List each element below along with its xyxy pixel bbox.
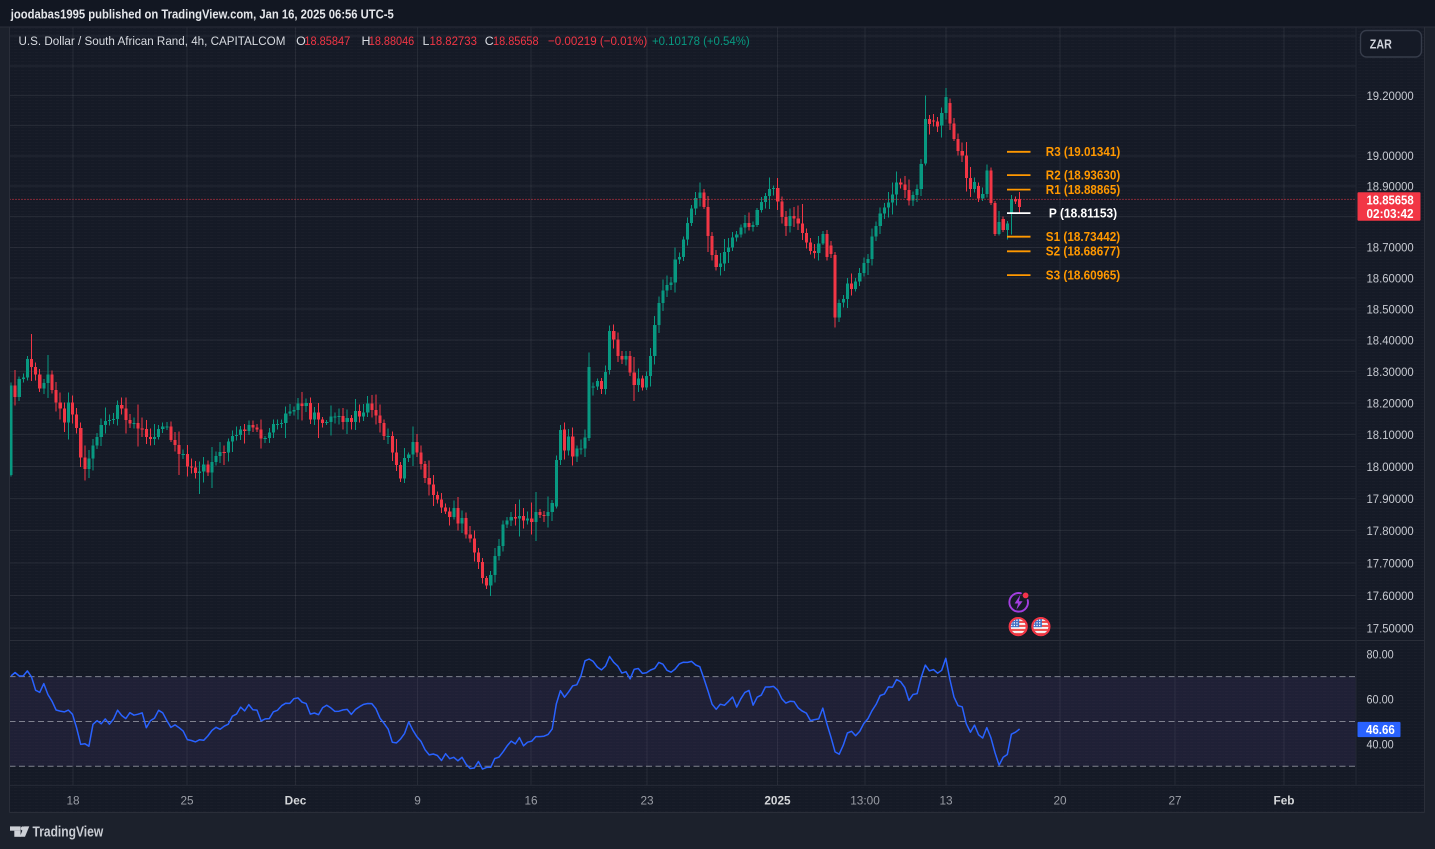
svg-text:27: 27	[1168, 794, 1181, 808]
svg-text:R2 (18.93630): R2 (18.93630)	[1046, 168, 1120, 182]
svg-text:13: 13	[939, 794, 953, 808]
svg-text:+0.10178 (+0.54%): +0.10178 (+0.54%)	[652, 34, 750, 48]
svg-text:17.80000: 17.80000	[1367, 524, 1414, 538]
svg-text:C: C	[485, 34, 494, 48]
svg-text:18.70000: 18.70000	[1367, 241, 1414, 255]
svg-text:18.20000: 18.20000	[1367, 396, 1414, 410]
svg-text:L: L	[423, 34, 430, 48]
svg-text:18.85847: 18.85847	[304, 34, 350, 48]
svg-text:18.85658: 18.85658	[493, 34, 539, 48]
svg-text:18.30000: 18.30000	[1367, 365, 1414, 379]
svg-text:18.10000: 18.10000	[1367, 428, 1414, 442]
svg-text:18.85658: 18.85658	[1367, 194, 1414, 208]
svg-text:80.00: 80.00	[1367, 648, 1394, 662]
svg-text:O: O	[296, 34, 306, 48]
svg-text:TradingView: TradingView	[33, 825, 104, 841]
svg-text:S1 (18.73442): S1 (18.73442)	[1046, 230, 1120, 244]
svg-text:18.40000: 18.40000	[1367, 334, 1414, 348]
svg-text:17.90000: 17.90000	[1367, 492, 1414, 506]
svg-text:19.00000: 19.00000	[1367, 149, 1414, 163]
svg-text:25: 25	[180, 794, 194, 808]
svg-text:Feb: Feb	[1274, 794, 1295, 808]
svg-text:46.66: 46.66	[1366, 723, 1395, 737]
svg-text:R3 (19.01341): R3 (19.01341)	[1046, 145, 1120, 159]
svg-text:20: 20	[1053, 794, 1067, 808]
svg-text:18.00000: 18.00000	[1367, 460, 1414, 474]
svg-text:18.90000: 18.90000	[1367, 180, 1414, 194]
svg-text:H: H	[362, 34, 371, 48]
svg-text:40.00: 40.00	[1367, 737, 1394, 751]
svg-text:18: 18	[66, 794, 80, 808]
svg-text:U.S. Dollar / South African Ra: U.S. Dollar / South African Rand, 4h, CA…	[19, 34, 286, 48]
svg-text:16: 16	[524, 794, 538, 808]
svg-text:17.70000: 17.70000	[1367, 556, 1414, 570]
svg-text:18.88046: 18.88046	[369, 34, 414, 48]
svg-text:Dec: Dec	[285, 794, 307, 808]
svg-text:R1 (18.88865): R1 (18.88865)	[1046, 183, 1120, 197]
svg-text:18.82733: 18.82733	[430, 34, 477, 48]
svg-text:17.50000: 17.50000	[1367, 622, 1414, 636]
svg-text:2025: 2025	[764, 794, 791, 808]
svg-text:17.60000: 17.60000	[1367, 589, 1414, 603]
svg-text:19.20000: 19.20000	[1367, 89, 1414, 103]
svg-text:−0.00219 (−0.01%): −0.00219 (−0.01%)	[548, 34, 647, 48]
svg-text:18.50000: 18.50000	[1367, 302, 1414, 316]
svg-text:02:03:42: 02:03:42	[1367, 207, 1414, 221]
svg-text:S3 (18.60965): S3 (18.60965)	[1046, 268, 1120, 282]
svg-text:S2 (18.68677): S2 (18.68677)	[1046, 245, 1120, 259]
svg-text:P (18.81153): P (18.81153)	[1049, 206, 1117, 220]
svg-text:23: 23	[640, 794, 654, 808]
svg-text:ZAR: ZAR	[1370, 36, 1392, 51]
svg-text:13:00: 13:00	[850, 794, 880, 808]
svg-text:60.00: 60.00	[1367, 693, 1394, 707]
svg-text:9: 9	[414, 794, 421, 808]
svg-text:18.60000: 18.60000	[1367, 272, 1414, 286]
svg-text:joodabas1995 published on Trad: joodabas1995 published on TradingView.co…	[10, 6, 394, 21]
